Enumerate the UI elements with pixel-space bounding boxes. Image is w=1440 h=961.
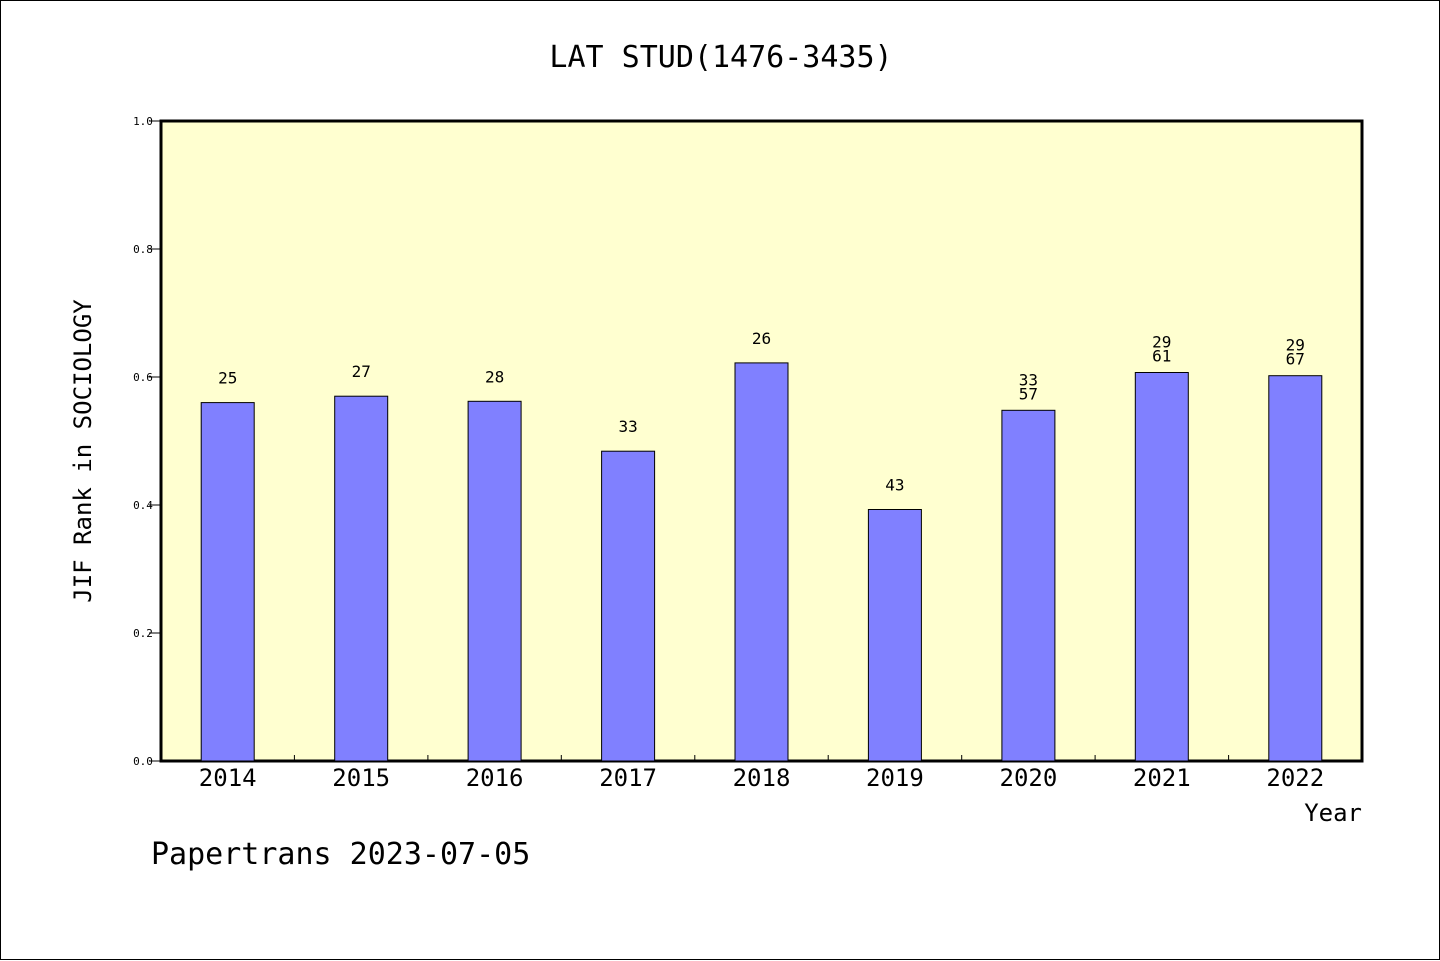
x-tick-label-2017: 2017 — [599, 764, 657, 792]
data-label-2016-1: 28 — [485, 367, 504, 386]
x-axis: 2014 2015 2016 2017 2018 2019 2020 2021 2022 — [199, 755, 1324, 792]
bar-2019 — [867, 509, 922, 762]
x-tick-label-2020: 2020 — [1000, 764, 1058, 792]
data-label-2014-1: 25 — [218, 369, 237, 388]
footer-credit: Papertrans 2023-07-05 — [151, 837, 530, 872]
bar-2015 — [334, 395, 389, 762]
y-tick-label-0.2: 0.2 — [133, 627, 153, 640]
chart-title: LAT STUD(1476-3435) — [549, 40, 892, 75]
bar-2021 — [1134, 372, 1189, 762]
y-tick-label-0.4: 0.4 — [133, 499, 153, 512]
data-label-2020-2: 57 — [1019, 384, 1038, 403]
x-tick-label-2021: 2021 — [1133, 764, 1191, 792]
y-axis: 0.0 0.2 0.4 0.6 0.8 1.0 — [133, 115, 161, 768]
x-tick-label-2022: 2022 — [1266, 764, 1324, 792]
data-label-2020-1: 33 — [1019, 370, 1038, 389]
x-axis-label: Year — [1304, 799, 1362, 827]
x-tick-label-2014: 2014 — [199, 764, 257, 792]
bar-2018 — [734, 362, 789, 762]
bars-layer — [200, 362, 1323, 762]
data-label-2022-2: 67 — [1286, 350, 1305, 369]
y-axis-label: JIF Rank in SOCIOLOGY — [69, 299, 97, 603]
data-label-2018-1: 26 — [752, 329, 771, 348]
x-tick-label-2018: 2018 — [733, 764, 791, 792]
data-label-2017-1: 33 — [618, 417, 637, 436]
y-tick-label-0.6: 0.6 — [133, 371, 153, 384]
x-tick-label-2019: 2019 — [866, 764, 924, 792]
x-tick-label-2015: 2015 — [332, 764, 390, 792]
data-label-2019-1: 43 — [885, 476, 904, 495]
bar-2022 — [1268, 375, 1323, 762]
bar-2014 — [200, 402, 255, 762]
y-tick-label-0.8: 0.8 — [133, 243, 153, 256]
data-label-2015-1: 27 — [352, 362, 371, 381]
y-tick-label-1.0: 1.0 — [133, 115, 153, 128]
data-label-2021-1: 29 — [1152, 333, 1171, 352]
x-tick-label-2016: 2016 — [466, 764, 524, 792]
bar-2020 — [1001, 409, 1056, 762]
data-label-2021-2: 61 — [1152, 347, 1171, 366]
y-tick-label-0.0: 0.0 — [133, 755, 153, 768]
bar-2017 — [601, 450, 656, 762]
data-label-2022-1: 29 — [1286, 336, 1305, 355]
bar-2016 — [467, 400, 522, 762]
